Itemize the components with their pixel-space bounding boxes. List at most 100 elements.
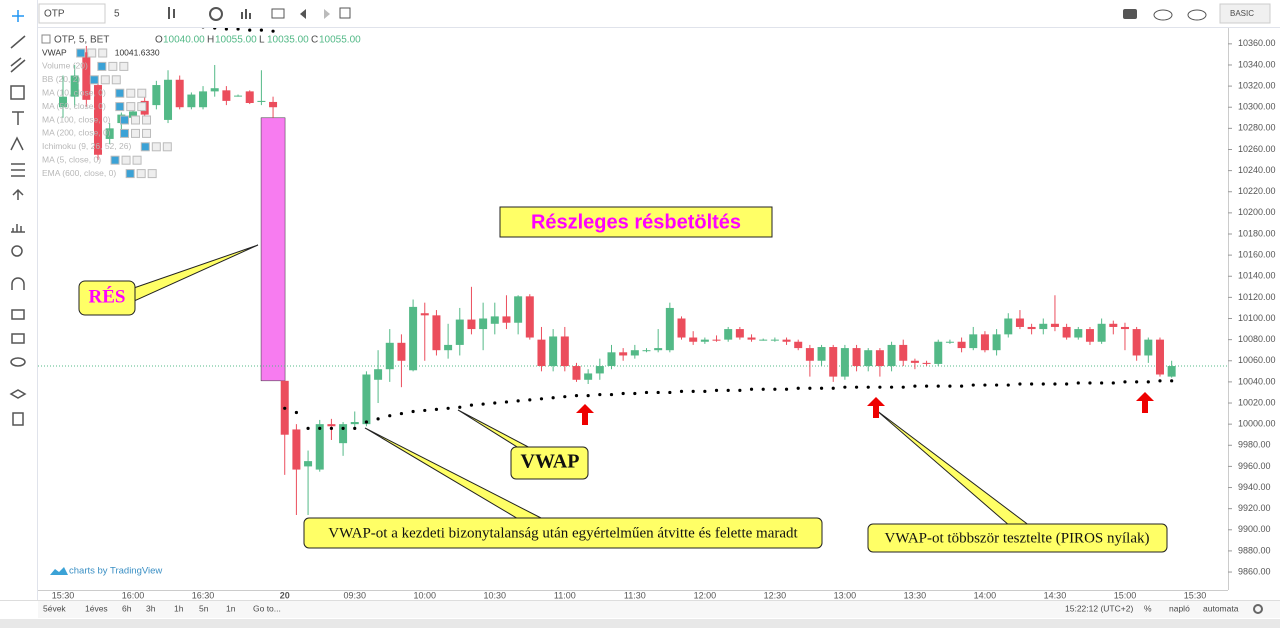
indicator-button[interactable] — [162, 142, 172, 152]
vwap-dot — [866, 385, 870, 389]
indicator-name: Ichimoku (9, 26, 52, 26) — [42, 141, 131, 151]
y-tick-label: 10080.00 — [1238, 334, 1276, 344]
candle-body — [572, 366, 581, 380]
vwap-dot — [796, 386, 800, 390]
range-button[interactable]: 1n — [226, 603, 236, 613]
candle-body — [770, 339, 779, 341]
log-toggle[interactable]: napló — [1169, 603, 1190, 613]
symbol-input[interactable] — [38, 3, 106, 24]
indicator-button[interactable] — [120, 128, 130, 138]
indicator-button[interactable] — [121, 155, 131, 165]
ohlc-value: 10055.00 — [215, 35, 257, 46]
window-edge — [0, 619, 1280, 628]
vwap-dot — [656, 390, 660, 395]
range-button[interactable]: 1éves — [85, 603, 108, 613]
indicator-button[interactable] — [140, 142, 150, 152]
candle-body — [794, 341, 803, 349]
indicator-button[interactable] — [131, 115, 141, 125]
indicator-button[interactable] — [151, 142, 161, 152]
plot-area — [38, 28, 1228, 515]
indicator-button[interactable] — [89, 75, 99, 85]
candle-body — [910, 360, 919, 363]
candle-body — [957, 341, 966, 349]
y-tick-label: 10020.00 — [1238, 397, 1276, 407]
indicator-button[interactable] — [142, 128, 152, 138]
plan[interactable]: BASIC — [1230, 9, 1254, 18]
range-button[interactable]: 5évek — [43, 603, 66, 613]
vwap-dot — [399, 411, 404, 416]
vwap-dot — [259, 28, 263, 32]
range-button[interactable]: 6h — [122, 603, 132, 613]
vwap-dot — [551, 396, 555, 400]
percent-toggle[interactable]: % — [1144, 603, 1152, 613]
range-button[interactable]: 5n — [199, 603, 209, 613]
indicator-button[interactable] — [147, 169, 157, 179]
indicator-button[interactable] — [115, 88, 125, 98]
callouts — [78, 206, 1168, 553]
indicator-button[interactable] — [111, 75, 121, 85]
candle-body — [1097, 323, 1106, 342]
indicator-button[interactable] — [132, 155, 142, 165]
candle-body — [1109, 323, 1118, 327]
interval[interactable]: 5 — [114, 9, 120, 20]
indicator-button[interactable] — [76, 48, 86, 58]
toolbar-icons[interactable] — [168, 7, 1207, 21]
vwap-dot — [703, 389, 707, 393]
note-left: VWAP-ot a kezdeti bizonytalanság után eg… — [328, 525, 798, 541]
x-tick-label: 10:00 — [414, 590, 437, 600]
candle-body — [1004, 318, 1013, 335]
indicator-button[interactable] — [87, 48, 97, 58]
indicator-button[interactable] — [115, 102, 125, 112]
vwap-dot — [1006, 383, 1010, 387]
red-arrows — [576, 392, 1154, 425]
candle-body — [817, 347, 826, 361]
y-tick-label: 9940.00 — [1238, 482, 1271, 492]
candle-body — [374, 369, 383, 380]
vwap-dot — [1065, 382, 1069, 386]
candle-body — [805, 348, 814, 361]
indicator-button[interactable] — [125, 169, 135, 179]
collapse-icon[interactable] — [41, 34, 51, 44]
indicator-button[interactable] — [97, 61, 107, 71]
candle-body — [292, 429, 301, 470]
indicator-button[interactable] — [120, 115, 130, 125]
candle-body — [59, 96, 67, 108]
indicator-button[interactable] — [119, 61, 129, 71]
vwap-dot — [854, 385, 859, 389]
indicator-button[interactable] — [137, 88, 147, 98]
indicator-button[interactable] — [136, 169, 146, 179]
indicator-button[interactable] — [98, 48, 108, 58]
range-button[interactable]: 3h — [146, 603, 156, 613]
range-button[interactable]: 1h — [174, 603, 184, 613]
indicator-button[interactable] — [100, 75, 110, 85]
auto-toggle[interactable]: automata — [1203, 603, 1239, 613]
candle-body — [187, 94, 196, 108]
candle-body — [735, 329, 744, 338]
candle-body — [619, 352, 628, 356]
indicator-button[interactable] — [131, 128, 141, 138]
note-right: VWAP-ot többször tesztelte (PIROS nyílak… — [885, 530, 1150, 546]
plan-button[interactable] — [1219, 3, 1271, 24]
vwap-dot — [563, 395, 567, 399]
settings-icon[interactable] — [1253, 604, 1263, 614]
indicator-button[interactable] — [110, 155, 120, 165]
vwap-dot — [668, 390, 672, 395]
range-button[interactable]: Go to... — [253, 603, 281, 613]
vwap-dot — [913, 384, 917, 388]
vwap-dot — [971, 383, 975, 387]
candle-body — [1144, 339, 1153, 356]
indicator-button[interactable] — [126, 88, 136, 98]
indicator-button[interactable] — [108, 61, 118, 71]
symbol[interactable]: OTP — [44, 9, 65, 20]
indicator-button[interactable] — [126, 102, 136, 112]
y-tick-label: 9980.00 — [1238, 440, 1271, 450]
vwap-dot — [364, 420, 369, 424]
indicator-button[interactable] — [142, 115, 152, 125]
x-tick-label: 13:30 — [904, 590, 927, 600]
indicator-button[interactable] — [137, 102, 147, 112]
candle-body — [432, 315, 441, 351]
candle-body — [654, 348, 663, 351]
candle-body — [1167, 366, 1176, 377]
drawing-tools[interactable] — [9, 10, 27, 426]
candle-body — [642, 350, 651, 352]
